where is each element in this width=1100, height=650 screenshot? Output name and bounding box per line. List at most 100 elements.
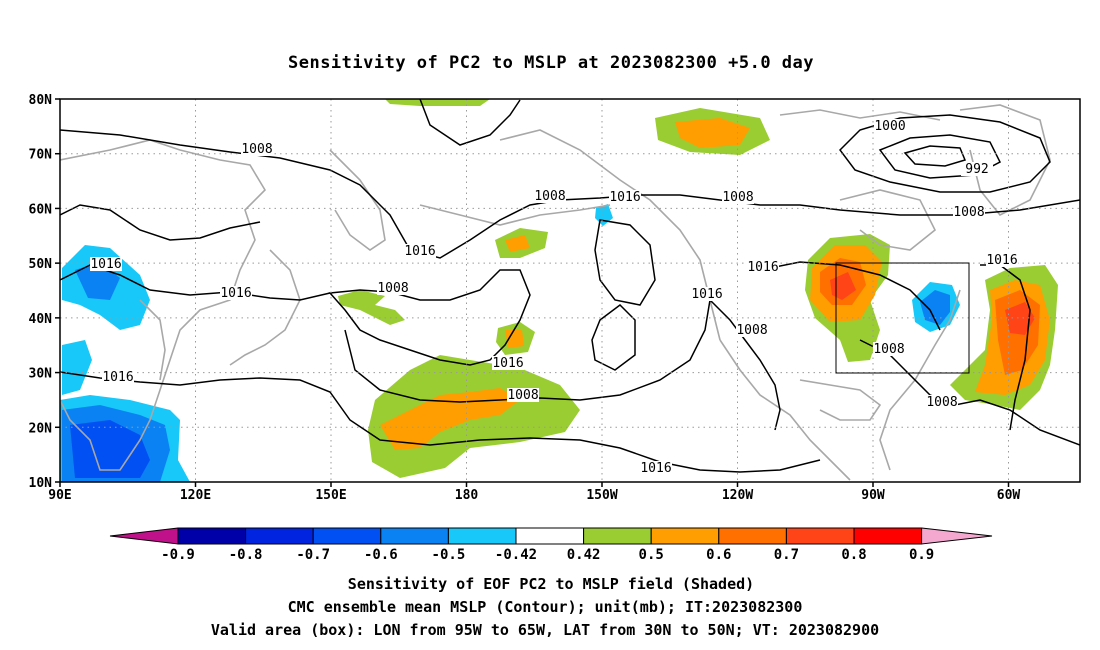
- contour-label-bg: [873, 342, 905, 356]
- contour-label-bg: [534, 189, 566, 203]
- lat-tick-label: 70N: [29, 148, 53, 163]
- coastline-aleutians: [419, 204, 611, 226]
- shaded-sensitivity-layer: [60, 99, 1058, 482]
- coastlines: [60, 104, 1051, 481]
- contour-label-text: 1008: [926, 395, 957, 410]
- contour-label-text: 1008: [241, 142, 272, 157]
- contour-1008-na: [709, 299, 781, 431]
- longitude-axis: 90E 120E 150E 180 150W 120W 90W 60W: [48, 482, 1020, 503]
- coastline-arctic-islands: [779, 109, 941, 121]
- colorbar-segment: [853, 527, 923, 545]
- colorbar-low-triangle: [109, 527, 179, 545]
- colorbar-label: 0.5: [639, 547, 664, 563]
- colorbar-label: -0.9: [161, 547, 195, 563]
- shade-positive-hawaii-orange: [505, 330, 524, 348]
- lat-tick-label: 80N: [29, 93, 53, 108]
- shade-positive-cpac-orange: [380, 388, 520, 450]
- lon-tick-label: 150W: [586, 488, 617, 503]
- contour-label: 1016: [747, 260, 779, 275]
- contour-label-text: 1008: [534, 189, 565, 204]
- colorbar-label: -0.6: [364, 547, 398, 563]
- contour-1000-low: [839, 114, 1051, 193]
- contour-label: 1008: [873, 342, 905, 357]
- colorbar-segment: [583, 527, 652, 545]
- contour-1008-south: [60, 371, 821, 473]
- contour-1016-na-east: [759, 261, 941, 331]
- contour-label: 1016: [404, 244, 436, 259]
- contour-label: 1008: [926, 395, 958, 410]
- contour-label: 1016: [609, 190, 641, 205]
- colorbar-label: 0.6: [706, 547, 731, 563]
- colorbar-label: 0.9: [909, 547, 934, 563]
- footer-line-3: Valid area (box): LON from 95W to 65W, L…: [211, 621, 879, 639]
- contour-label-bg: [492, 356, 524, 370]
- contour-label-text: 1008: [722, 190, 753, 205]
- shade-negative-wpac-darkblue: [70, 420, 150, 478]
- contour-label: 1016: [220, 286, 252, 301]
- contour-label-text: 1016: [640, 461, 671, 476]
- contour-label: 1008: [722, 190, 754, 205]
- shade-negative-china-lightblue: [62, 340, 92, 395]
- contour-label: 1008: [241, 142, 273, 157]
- contour-label: 1016: [640, 461, 672, 476]
- footer-line-2: CMC ensemble mean MSLP (Contour); unit(m…: [288, 598, 803, 616]
- contour-992-low: [878, 134, 1002, 179]
- colorbar-label: 0.42: [567, 547, 601, 563]
- colorbar-label: -0.7: [296, 547, 330, 563]
- colorbar-segment: [380, 527, 449, 545]
- coastline-greenland: [959, 104, 1051, 217]
- contour-label-text: 1008: [377, 281, 408, 296]
- contour-label-text: 1000: [874, 119, 905, 134]
- map-panel: [60, 99, 1080, 482]
- figure-title: Sensitivity of PC2 to MSLP at 2023082300…: [288, 53, 814, 73]
- contour-label-text: 1016: [492, 356, 523, 371]
- lon-tick-label: 90W: [861, 488, 885, 503]
- colorbar-label: 0.8: [841, 547, 866, 563]
- contour-label: 1008: [534, 189, 566, 204]
- contour-label-text: 1008: [953, 205, 984, 220]
- colorbar-segment: [245, 527, 314, 545]
- contour-label-text: 1016: [90, 257, 121, 272]
- lon-tick-label: 150E: [315, 488, 346, 503]
- contour-label-text: 1008: [507, 388, 538, 403]
- coastline-asia: [60, 139, 267, 471]
- shade-positive-atlantic-red: [1005, 302, 1035, 335]
- colorbar-segment: [177, 527, 247, 545]
- lat-tick-label: 60N: [29, 202, 53, 217]
- colorbar-segment: [785, 527, 855, 545]
- contour-label: 1000: [874, 119, 906, 134]
- coastline-alaska: [499, 129, 721, 341]
- footer-line-1: Sensitivity of EOF PC2 to MSLP field (Sh…: [348, 575, 754, 593]
- contour-1008-north: [60, 129, 1080, 259]
- coastline-na-west: [719, 339, 851, 481]
- contour-label-bg: [102, 370, 134, 384]
- contour-label-text: 1016: [220, 286, 251, 301]
- shade-positive-aleutian-orange: [505, 235, 530, 252]
- coastline-kamchatka: [329, 149, 386, 251]
- contour-label-bg: [241, 142, 273, 156]
- contour-label: 1008: [953, 205, 985, 220]
- colorbar-segment: [515, 527, 585, 545]
- lat-tick-label: 20N: [29, 421, 53, 436]
- contour-label: 1016: [102, 370, 134, 385]
- contour-984-low: [903, 145, 967, 167]
- contour-label-bg: [90, 257, 122, 271]
- contour-label: 1008: [507, 388, 539, 403]
- contour-label-bg: [722, 190, 754, 204]
- lat-tick-label: 50N: [29, 257, 53, 272]
- contour-label-bg: [377, 281, 409, 295]
- contour-1008-asia: [60, 204, 261, 241]
- lon-tick-label: 120W: [722, 488, 753, 503]
- colorbar-label: 0.7: [774, 547, 799, 563]
- contour-label-bg: [953, 205, 985, 219]
- mslp-contours: [60, 99, 1080, 473]
- contour-1016-inner-loop: [591, 304, 636, 371]
- lat-tick-label: 30N: [29, 367, 53, 382]
- contour-label-bg: [609, 190, 641, 204]
- shade-positive-arctic-green: [385, 99, 490, 106]
- contour-labels: 1008 1008 1008 1016 1016 1016 1016 1008 1016 1016…: [90, 119, 1018, 476]
- lon-tick-label: 120E: [180, 488, 211, 503]
- contour-1016-cpac-loop: [328, 269, 531, 366]
- contour-label-bg: [691, 287, 723, 301]
